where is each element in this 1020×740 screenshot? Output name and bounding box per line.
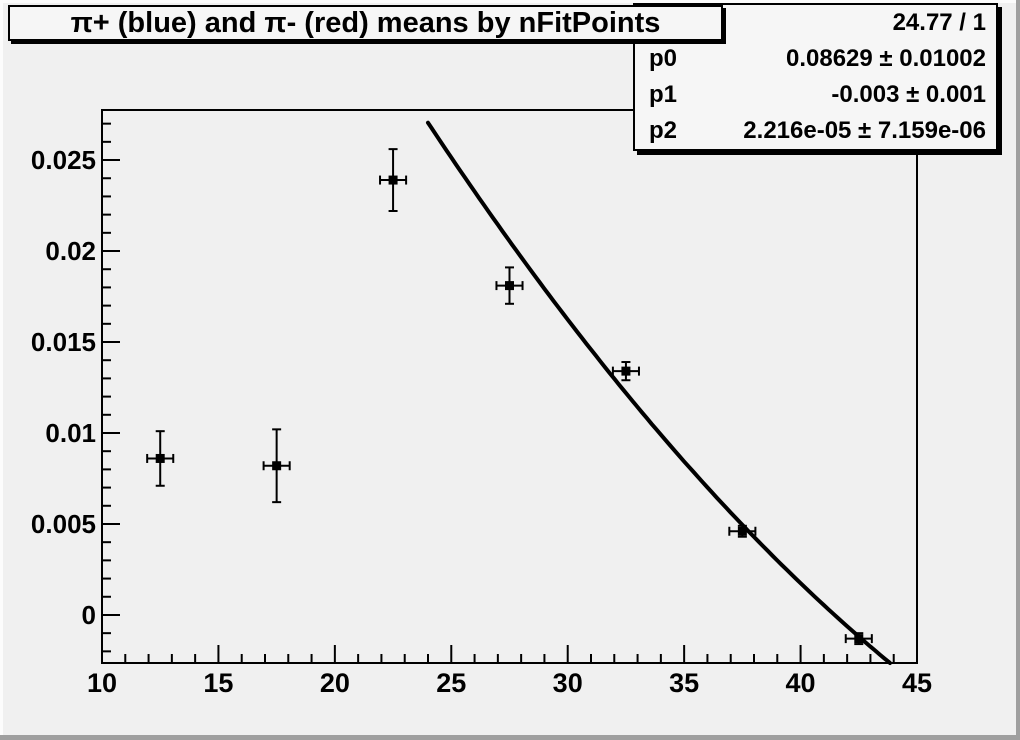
canvas-bevel-top xyxy=(0,0,1020,3)
stats-p2-label: p2 xyxy=(649,117,678,144)
data-point xyxy=(379,148,408,212)
x-tick-label: 20 xyxy=(319,668,350,698)
x-tick-label: 25 xyxy=(436,668,467,698)
y-tick-label: 0.025 xyxy=(30,145,96,176)
x-tick-label: 15 xyxy=(203,668,234,698)
y-axis-ticks xyxy=(102,122,120,653)
y-tick-label: 0.01 xyxy=(45,417,96,448)
x-tick-label: 45 xyxy=(901,668,933,698)
x-axis-ticks xyxy=(101,645,918,663)
data-marker xyxy=(505,281,514,291)
plot-title: π+ (blue) and π- (red) means by nFitPoin… xyxy=(70,6,661,39)
y-tick-label: 0 xyxy=(81,599,96,630)
data-series xyxy=(146,148,873,646)
x-tick-label: 10 xyxy=(86,668,118,698)
title-box[interactable]: π+ (blue) and π- (red) means by nFitPoin… xyxy=(8,5,723,41)
data-marker xyxy=(388,175,398,185)
stats-p0-label: p0 xyxy=(649,45,678,72)
data-point xyxy=(495,266,524,305)
data-point xyxy=(611,361,640,382)
data-marker xyxy=(737,526,747,536)
stats-p0-value: 0.08629 ± 0.01002 xyxy=(785,45,986,72)
fit-curve xyxy=(426,120,892,665)
plot-frame xyxy=(101,109,918,664)
x-tick-label: 35 xyxy=(669,668,700,698)
stats-p1-label: p1 xyxy=(649,81,678,108)
data-point xyxy=(146,430,175,487)
data-marker xyxy=(621,366,631,376)
data-marker xyxy=(854,634,864,644)
stats-chi2-value: 24.77 / 1 xyxy=(892,9,986,36)
canvas-bevel-bottom xyxy=(0,735,1020,740)
data-point xyxy=(728,524,757,538)
y-tick-label: 0.015 xyxy=(30,327,96,357)
data-marker xyxy=(155,453,165,463)
data-point xyxy=(262,428,291,504)
canvas-bevel-left xyxy=(0,0,3,740)
stats-p2-row: p2 2.216e-05 ± 7.159e-06 xyxy=(635,113,996,149)
stats-p2-value: 2.216e-05 ± 7.159e-06 xyxy=(743,117,986,144)
stats-chi2-row: 24.77 / 1 xyxy=(635,5,996,41)
x-tick-label: 30 xyxy=(552,668,583,698)
data-point xyxy=(844,632,873,646)
stats-p1-row: p1 -0.003 ± 0.001 xyxy=(635,77,996,113)
x-tick-label: 40 xyxy=(785,668,816,698)
y-tick-label: 0.005 xyxy=(30,508,96,539)
y-tick-label: 0.02 xyxy=(45,236,96,267)
data-marker xyxy=(272,461,282,471)
canvas-bevel-right xyxy=(1016,0,1020,740)
stats-p0-row: p0 0.08629 ± 0.01002 xyxy=(635,41,996,77)
stats-p1-value: -0.003 ± 0.001 xyxy=(831,81,986,108)
